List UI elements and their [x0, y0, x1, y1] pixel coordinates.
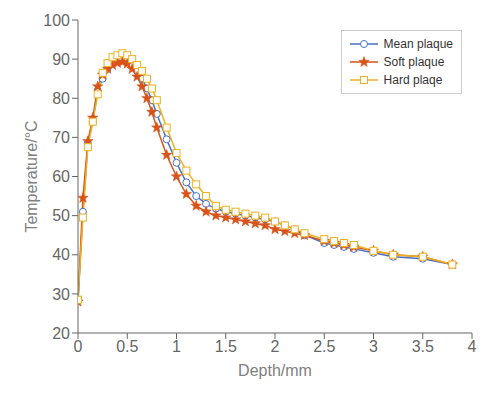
svg-text:3: 3: [369, 338, 378, 355]
svg-text:2: 2: [271, 338, 280, 355]
svg-text:20: 20: [52, 325, 70, 342]
svg-text:70: 70: [52, 129, 70, 146]
svg-text:1: 1: [172, 338, 181, 355]
svg-text:2.5: 2.5: [313, 338, 335, 355]
html-text:Hard plaqe: Hard plaqe: [383, 73, 443, 87]
svg-text:90: 90: [52, 51, 70, 68]
svg-text:4: 4: [468, 338, 477, 355]
html-text:Mean plaque: Mean plaque: [383, 37, 453, 51]
svg-text:Temperature/°C: Temperature/°C: [23, 120, 40, 232]
svg-text:100: 100: [43, 12, 70, 29]
svg-text:1.5: 1.5: [215, 338, 237, 355]
svg-text:40: 40: [52, 246, 70, 263]
svg-text:0.5: 0.5: [116, 338, 138, 355]
svg-text:60: 60: [52, 168, 70, 185]
svg-text:30: 30: [52, 286, 70, 303]
svg-text:0: 0: [74, 338, 83, 355]
svg-text:3.5: 3.5: [412, 338, 434, 355]
svg-text:Depth/mm: Depth/mm: [238, 362, 312, 379]
svg-text:80: 80: [52, 90, 70, 107]
html-text:Soft plaque: Soft plaque: [383, 55, 445, 69]
svg-text:50: 50: [52, 207, 70, 224]
